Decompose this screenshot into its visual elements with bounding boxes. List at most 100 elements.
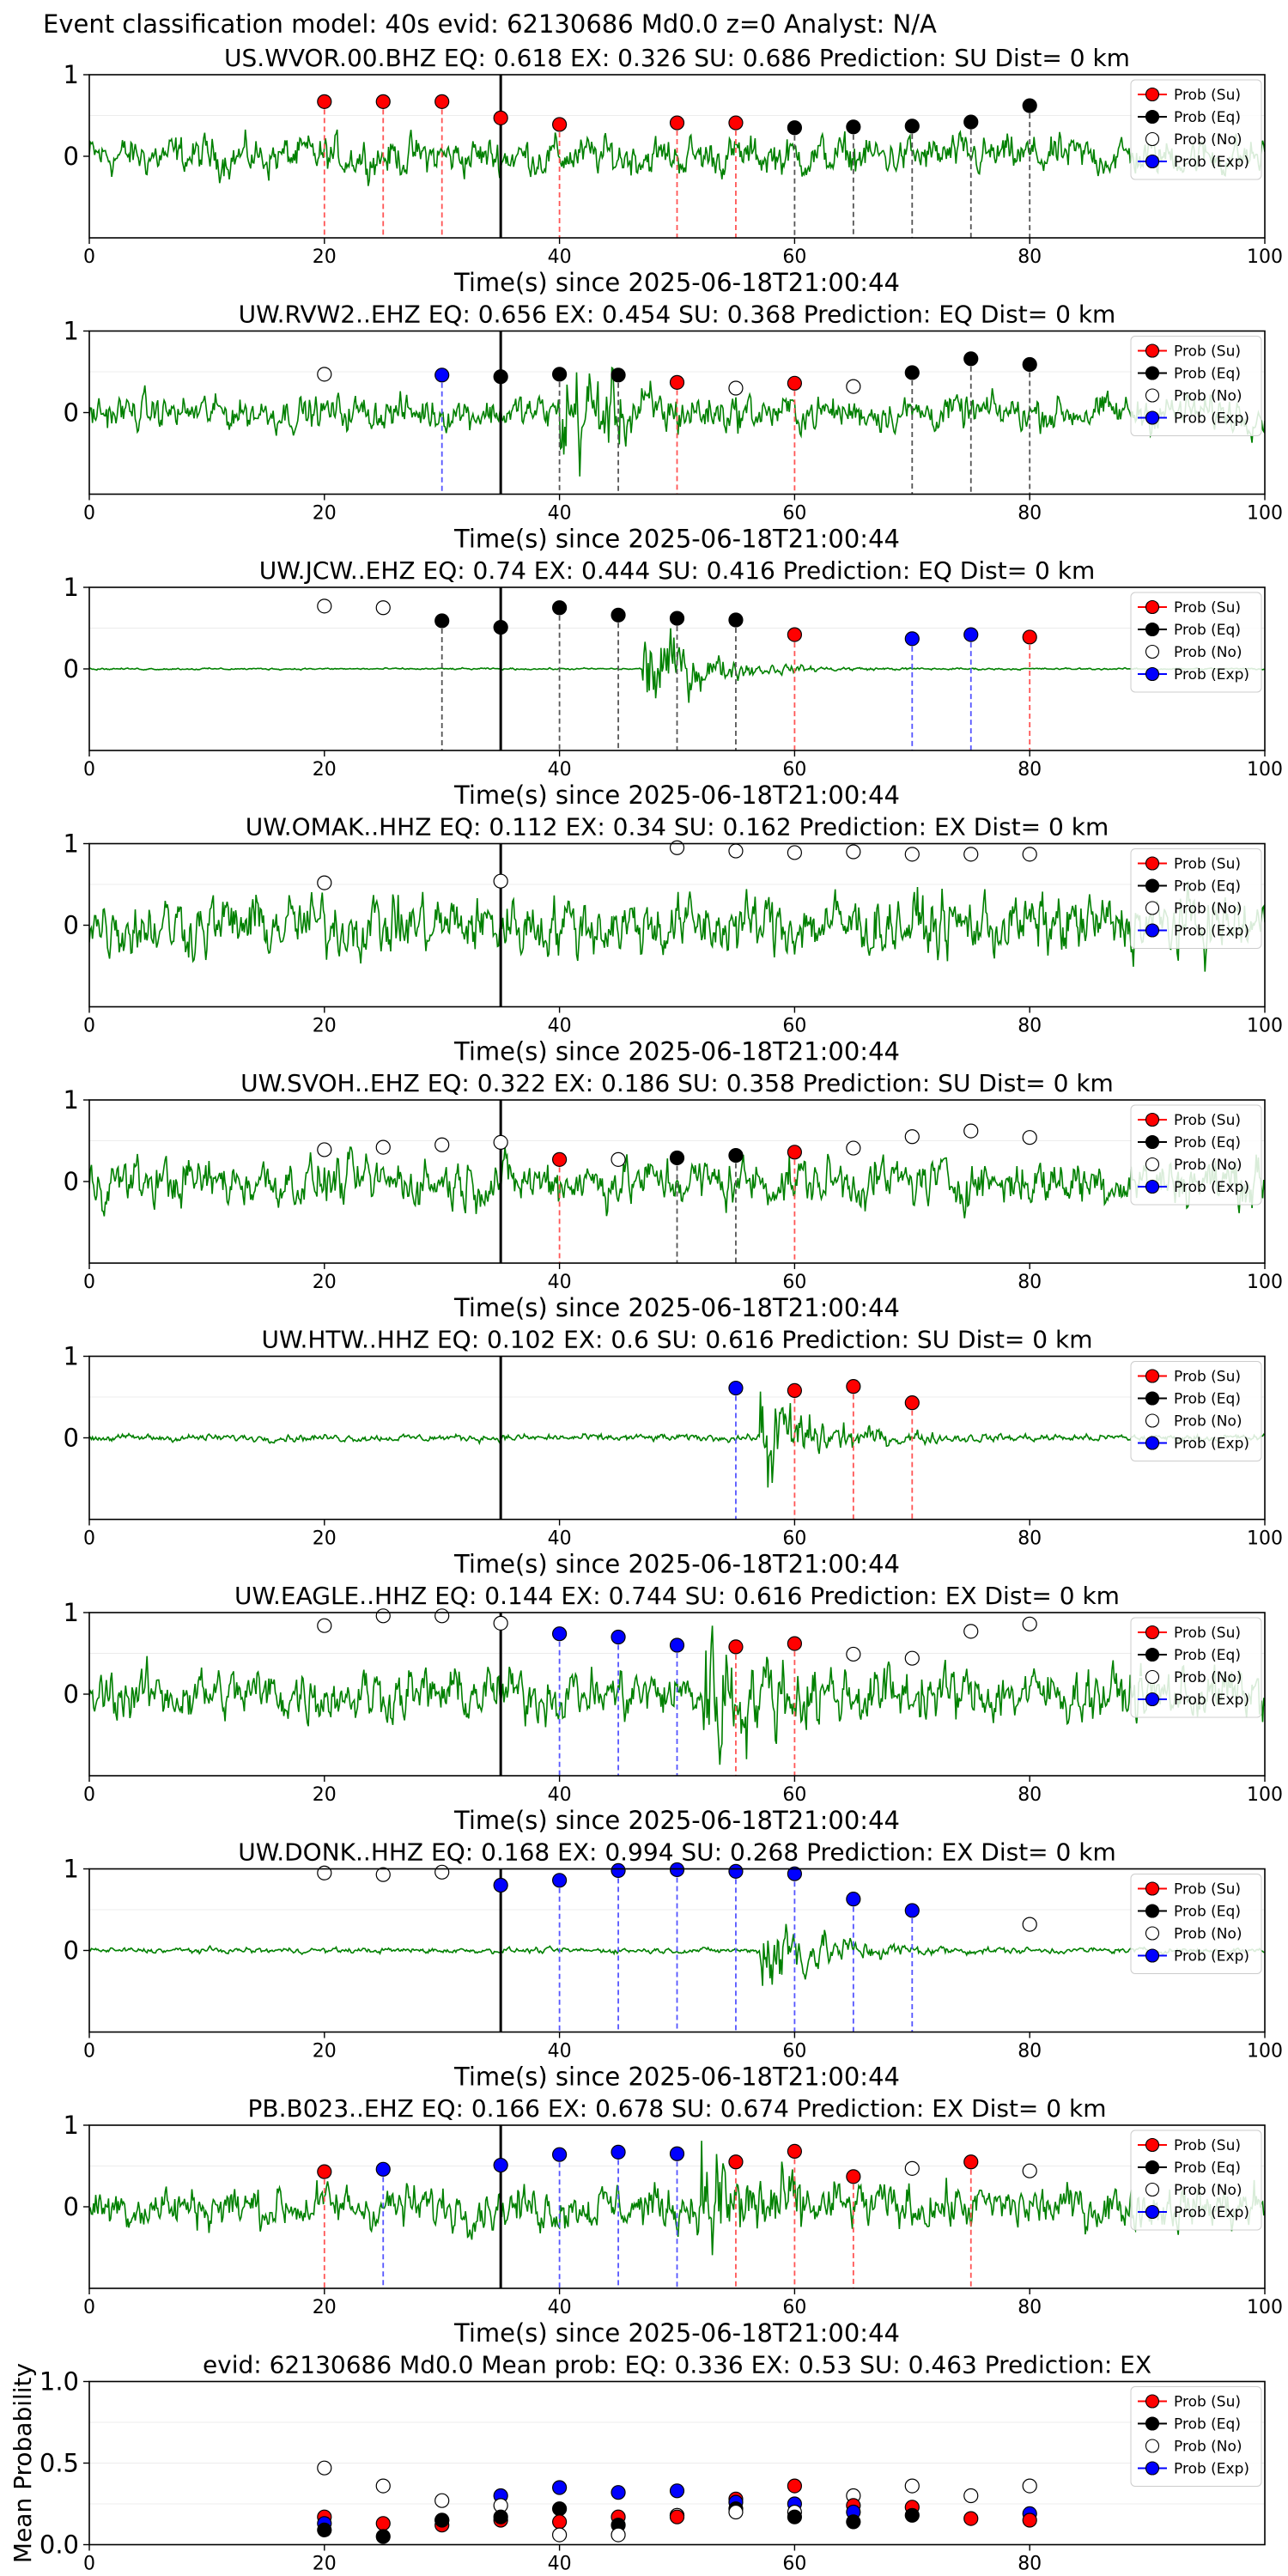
y-tick-label: 1 — [64, 1855, 79, 1884]
waveform-trace — [89, 1391, 1265, 1488]
prob-point-su — [375, 2516, 391, 2531]
prob-point-exp — [669, 1862, 685, 1878]
legend-marker-exp — [1145, 1436, 1160, 1450]
legend-label-exp: Prob (Exp) — [1174, 923, 1249, 940]
y-tick-label: 1 — [64, 1342, 79, 1371]
legend-label-su: Prob (Su) — [1174, 856, 1241, 873]
prob-point-exp — [551, 2147, 568, 2162]
prob-point-exp — [669, 1637, 685, 1653]
prob-point-eq — [375, 2529, 391, 2544]
x-tick-label: 20 — [313, 759, 337, 781]
panel-3: UW.JCW..EHZ EQ: 0.74 EX: 0.444 SU: 0.416… — [64, 556, 1283, 810]
x-tick-label: 80 — [1018, 2554, 1042, 2575]
prob-point-exp — [611, 1629, 626, 1645]
legend-marker-su — [1145, 87, 1160, 102]
x-tick-label: 20 — [313, 2041, 337, 2063]
prob-point-exp — [551, 1873, 568, 1888]
prob-point-no — [611, 2527, 626, 2543]
legend-label-su: Prob (Su) — [1174, 2394, 1241, 2411]
prob-point-eq — [493, 619, 508, 635]
legend-label-eq: Prob (Eq) — [1174, 2160, 1241, 2177]
x-tick-label: 60 — [782, 246, 806, 268]
x-tick-label: 0 — [83, 2554, 95, 2575]
prob-point-su — [963, 2154, 979, 2170]
x-tick-label: 40 — [548, 2041, 572, 2063]
legend-label-exp: Prob (Exp) — [1174, 410, 1249, 428]
prob-point-exp — [434, 368, 450, 383]
prob-point-su — [728, 115, 744, 131]
prob-point-no — [375, 1867, 391, 1882]
legend-box — [1130, 1361, 1262, 1461]
prob-point-eq — [846, 2514, 861, 2530]
prob-point-exp — [493, 1877, 508, 1893]
prob-point-no — [493, 1615, 508, 1631]
legend-label-eq: Prob (Eq) — [1174, 878, 1241, 896]
x-tick-label: 0 — [83, 2297, 95, 2318]
legend: Prob (Su) Prob (Eq) Prob (No) Prob (Exp) — [1130, 2386, 1262, 2487]
prob-point-su — [434, 94, 450, 109]
legend-label-su: Prob (Su) — [1174, 2137, 1241, 2154]
legend-marker-exp — [1145, 410, 1160, 425]
x-tick-label: 0 — [83, 246, 95, 268]
y-tick-label: 0 — [64, 1936, 79, 1965]
y-tick-label: 0 — [64, 142, 79, 171]
legend-label-su: Prob (Su) — [1174, 87, 1241, 104]
y-tick-label: 0 — [64, 2192, 79, 2221]
legend-label-eq: Prob (Eq) — [1174, 1391, 1241, 1408]
y-tick-label: 0 — [64, 1167, 79, 1196]
x-tick-label: 20 — [313, 246, 337, 268]
panel-title: evid: 62130686 Md0.0 Mean prob: EQ: 0.33… — [203, 2351, 1151, 2379]
x-tick-label: 100 — [1247, 1784, 1283, 1806]
prob-point-eq — [728, 612, 744, 628]
y-tick-label: 0.5 — [39, 2449, 79, 2478]
legend-marker-eq — [1145, 366, 1160, 380]
prob-point-su — [728, 1639, 744, 1655]
legend: Prob (Su) Prob (Eq) Prob (No) Prob (Exp) — [1130, 592, 1262, 693]
y-tick-label: 0 — [64, 654, 79, 683]
legend-box — [1130, 1104, 1262, 1206]
legend-label-su: Prob (Su) — [1174, 1369, 1241, 1386]
prob-point-eq — [669, 1150, 685, 1166]
legend-marker-su — [1145, 2394, 1160, 2409]
prob-point-su — [669, 2509, 685, 2524]
prob-point-su — [1022, 2512, 1037, 2528]
prob-point-su — [846, 1379, 861, 1394]
x-tick-label: 80 — [1018, 759, 1042, 781]
x-tick-label: 80 — [1018, 1528, 1042, 1550]
prob-point-exp — [551, 2480, 568, 2495]
waveform-trace — [89, 880, 1265, 972]
prob-point-eq — [551, 367, 568, 382]
x-tick-label: 0 — [83, 1528, 95, 1550]
prob-point-eq — [317, 2522, 332, 2537]
legend-box — [1130, 848, 1262, 949]
x-tick-label: 40 — [548, 2297, 572, 2318]
prob-point-no — [375, 1139, 391, 1155]
legend-marker-eq — [1145, 1647, 1160, 1662]
x-axis-label: Time(s) since 2025-06-18T21:00:44 — [453, 1037, 900, 1066]
y-tick-label: 0 — [64, 1424, 79, 1453]
panel-title: PB.B023..EHZ EQ: 0.166 EX: 0.678 SU: 0.6… — [247, 2094, 1106, 2123]
prob-point-exp — [611, 2485, 626, 2500]
prob-point-no — [1022, 1130, 1037, 1145]
prob-point-no — [846, 1140, 861, 1156]
prob-point-exp — [669, 2146, 685, 2161]
waveform-trace — [89, 129, 1265, 186]
legend-marker-exp — [1145, 1948, 1160, 1963]
x-tick-label: 100 — [1247, 1272, 1283, 1293]
prob-point-eq — [493, 2509, 508, 2524]
y-tick-label: 1 — [64, 1598, 79, 1627]
legend-label-eq: Prob (Eq) — [1174, 1134, 1241, 1151]
x-tick-label: 20 — [313, 1272, 337, 1293]
prob-point-su — [787, 2143, 803, 2159]
legend-label-no: Prob (No) — [1174, 1926, 1242, 1943]
x-tick-label: 80 — [1018, 1016, 1042, 1037]
x-tick-label: 0 — [83, 2041, 95, 2063]
x-axis-label: Time(s) since 2025-06-18T21:00:44 — [453, 1293, 900, 1322]
prob-point-su — [787, 1636, 803, 1651]
legend-box — [1130, 336, 1262, 436]
legend-label-su: Prob (Su) — [1174, 599, 1241, 617]
prob-point-no — [1022, 2163, 1037, 2178]
prob-point-eq — [904, 118, 920, 134]
panel-5: UW.SVOH..EHZ EQ: 0.322 EX: 0.186 SU: 0.3… — [64, 1069, 1283, 1322]
legend-marker-no — [1145, 388, 1160, 403]
